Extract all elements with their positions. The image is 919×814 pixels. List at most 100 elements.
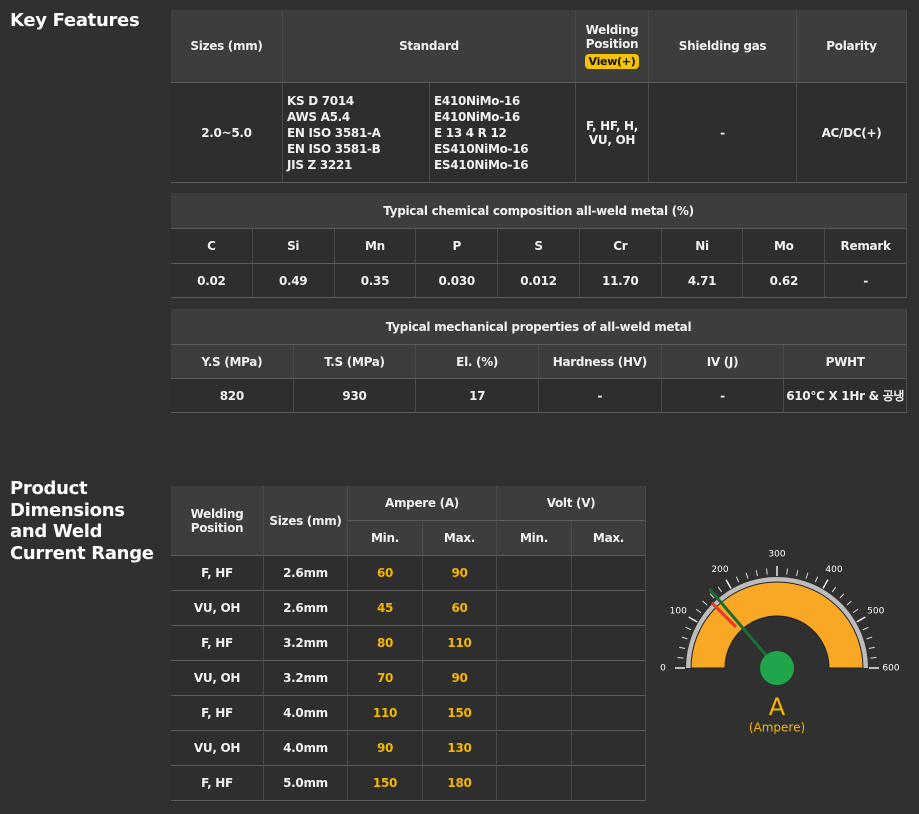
table-header: S [498,229,580,264]
cell-text: Polarity [826,39,877,53]
minor-tick [679,646,686,649]
table-cell [572,661,646,696]
table-cell: F, HF [171,626,264,661]
minor-tick [868,646,875,649]
gauge-band [690,581,864,669]
table-header: Welding Position [171,486,264,556]
table-cell: 90 [423,556,497,591]
table-cell: 60 [348,556,423,591]
tick-label: 400 [825,565,842,575]
table-cell: - [661,379,785,413]
table-cell: VU, OH [171,591,264,626]
cell-text: 4.0mm [283,741,328,755]
table-header: Mn [334,229,417,264]
cell-text: 0.02 [197,273,226,288]
tick-label: 200 [711,565,728,575]
cell-text: 3.2mm [283,636,328,650]
table-cell [497,591,572,626]
minor-tick [702,600,708,606]
cell-text: 130 [447,741,472,755]
cell-text: F, HF [201,776,233,790]
table-cell: 5.0mm [264,766,348,801]
tick-label: 600 [882,664,899,674]
table-header: Standard [283,10,576,83]
table-cell: 130 [423,731,497,766]
table-cell [572,591,646,626]
minor-tick [717,586,723,593]
cell-text: Welding Position [190,506,244,535]
minor-tick [866,636,873,640]
table-header: Sizes (mm) [264,486,348,556]
cell-text: Volt (V) [546,496,596,510]
cell-text: Cr [613,239,628,253]
table-header: Remark [825,229,907,264]
cell-text: C [207,239,216,253]
table-header: Y.S (MPa) [171,345,294,379]
cell-text: IV (J) [706,354,739,369]
table-subheader: Max. [572,521,646,556]
cell-text: 4.71 [687,273,717,288]
cell-text: 90 [451,671,468,685]
minor-tick [786,568,788,575]
table-header: Shielding gas [649,10,797,83]
cell-text: 930 [342,388,367,403]
table-cell: 0.030 [416,264,499,298]
minor-tick [862,626,869,631]
cell-text: F, HF [201,566,233,580]
table-cell [572,696,646,731]
list-item: E410NiMo-16 [434,93,520,108]
cell-text: 45 [376,601,394,615]
cell-text: El. (%) [456,354,499,369]
view-button[interactable]: View(+) [584,54,640,69]
unit-symbol: A [769,693,786,721]
list-item: AWS A5.4 [287,109,350,124]
cell-text: 0.012 [520,273,557,288]
table-header: IV (J) [661,345,785,379]
cell-text: 110 [372,706,398,720]
cell-text: 70 [376,671,394,685]
table-cell: F, HF [171,556,264,591]
cell-text: Typical mechanical properties of all-wel… [385,319,692,334]
minor-tick [677,657,684,659]
table-cell: 70 [348,661,423,696]
table-cell [497,661,572,696]
table-header: Hardness (HV) [539,345,662,379]
table-cell: 180 [423,766,497,801]
cell-text: 0.62 [769,273,799,288]
cell-text: Welding Position [585,23,639,51]
table-cell [572,731,646,766]
minor-tick [681,636,688,640]
table-cell: 930 [293,379,417,413]
table-caption: Typical mechanical properties of all-wel… [171,309,907,345]
table-header: Si [252,229,335,264]
cell-text: T.S (MPa) [324,354,385,369]
table-cell: 45 [348,591,423,626]
section-title: Key Features [10,10,140,31]
cell-text: - [720,388,725,403]
table-cell: AC/DC(+) [797,83,907,183]
table-cell: - [649,83,797,183]
cell-text: 150 [447,706,472,720]
cell-text: AC/DC(+) [821,125,882,140]
table-cell [497,766,572,801]
cell-text: Ni [695,239,709,253]
cell-text: Shielding gas [678,39,767,53]
section-title: Product Dimensions and Weld Current Rang… [10,478,154,564]
list-item: EN ISO 3581-A [287,125,381,140]
table-header: Volt (V) [497,486,646,521]
cell-text: - [863,273,868,288]
table-cell [572,626,646,661]
table-subheader: Min. [497,521,572,556]
cell-text: 80 [376,636,394,650]
cell-text: - [597,388,603,403]
cell-text: 180 [447,776,472,790]
list-item: KS D 7014 [287,93,354,108]
table-header: El. (%) [416,345,539,379]
table-cell: 90 [423,661,497,696]
cell-text: 90 [376,741,394,755]
minor-tick [839,593,845,599]
minor-tick [831,586,837,593]
table-cell [497,696,572,731]
table-cell: - [539,379,662,413]
